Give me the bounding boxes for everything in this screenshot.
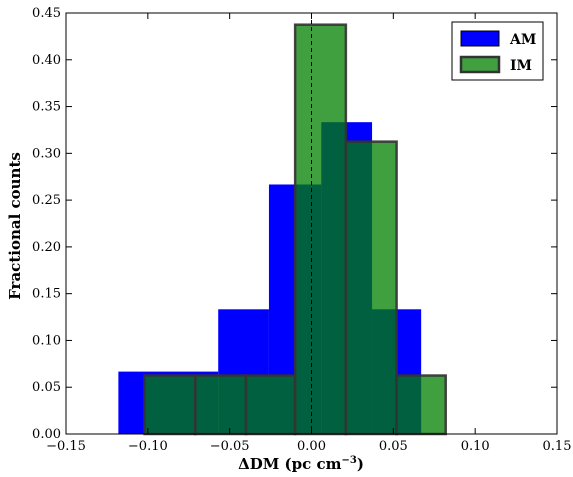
y-tick-label-6: 0.30	[32, 146, 61, 161]
axis-ticks	[65, 12, 558, 435]
x-axis-title-superscript: −3	[341, 455, 356, 466]
y-axis-title: Fractional counts	[6, 152, 24, 300]
im-bar-2	[244, 374, 297, 436]
y-tick-label-7: 0.35	[32, 100, 61, 115]
y-tick-label-9: 0.45	[32, 6, 61, 21]
legend-swatch-im	[459, 55, 501, 74]
x-tick-label-0: −0.15	[46, 439, 86, 454]
y-tick-label-5: 0.25	[32, 193, 61, 208]
y-tick-label-2: 0.10	[32, 333, 61, 348]
x-tick-label-5: 0.10	[461, 439, 490, 454]
y-tick-label-0: 0.00	[32, 427, 61, 442]
x-tick-label-1: −0.10	[128, 439, 168, 454]
im-bar-1	[194, 374, 248, 436]
y-tick-label-4: 0.20	[32, 240, 61, 255]
im-bar-0	[143, 374, 197, 436]
im-bar-4	[344, 140, 398, 436]
legend-label-im: IM	[510, 58, 532, 74]
series-im-bars	[143, 23, 447, 436]
axis-tick-labels: −0.15 −0.10 −0.05 0.00 0.05 0.10 0.15 0.00 0.05 0…	[32, 6, 571, 454]
y-tick-label-1: 0.05	[32, 380, 61, 395]
im-bar-3	[293, 23, 348, 436]
x-tick-label-6: 0.15	[543, 439, 572, 454]
legend: AM IM	[451, 21, 544, 81]
x-axis-title-close: )	[357, 455, 364, 473]
x-tick-label-4: 0.05	[379, 439, 408, 454]
x-axis-title-main: ΔDM (pc cm	[238, 455, 342, 473]
y-tick-label-3: 0.15	[32, 287, 61, 302]
x-tick-label-2: −0.05	[210, 439, 250, 454]
legend-swatch-am	[460, 30, 500, 47]
legend-label-am: AM	[509, 32, 536, 48]
x-axis-title: ΔDM (pc cm−3)	[238, 455, 364, 473]
im-bar-5	[395, 374, 447, 436]
x-tick-label-3: 0.00	[297, 439, 326, 454]
y-tick-label-8: 0.40	[32, 53, 61, 68]
